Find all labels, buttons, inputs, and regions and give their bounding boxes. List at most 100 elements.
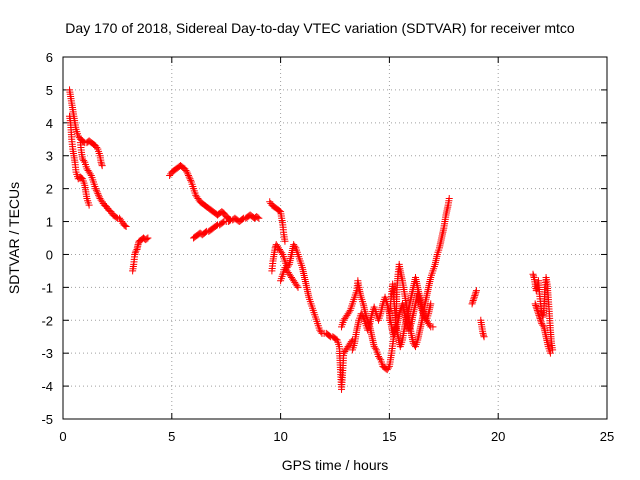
y-tick-label: 6 [46,50,53,65]
data-point [95,191,103,199]
data-point [533,305,541,313]
data-point [426,321,434,329]
data-point [143,235,151,243]
data-point [77,174,85,182]
data-point [472,287,480,295]
data-point [345,308,353,316]
data-point [92,185,100,193]
data-point [479,329,487,337]
y-tick-label: 2 [46,182,53,197]
data-point [536,313,544,321]
y-tick-label: -3 [41,346,53,361]
data-point [317,328,325,336]
data-point [332,335,340,343]
data-point [184,170,192,178]
series-mtco-a [66,86,106,170]
x-tick-label: 15 [382,429,396,444]
x-tick-label: 0 [59,429,66,444]
data-point [472,288,480,296]
series-mtco-p [531,300,554,357]
data-point [97,158,105,166]
data-point [291,242,299,250]
data-point [93,188,101,196]
y-tick-label: 1 [46,215,53,230]
data-point [187,176,195,184]
data-point [471,290,479,298]
data-point [122,222,130,230]
y-axis-label: SDTVAR / TECUs [6,182,22,294]
y-tick-labels: -5 -4 -3 -2 -1 0 1 2 3 4 5 6 [41,50,53,427]
x-axis-label: GPS time / hours [282,457,389,473]
data-point [532,301,540,309]
y-tick-label: 3 [46,149,53,164]
data-point [532,303,540,311]
x-tick-label: 5 [168,429,175,444]
series-mtco-b [66,112,93,209]
data-point [281,237,289,245]
data-point [94,190,102,198]
data-point [533,306,541,314]
data-point [470,293,478,301]
data-point [529,270,537,278]
data-point [534,310,542,318]
plot-frame [62,56,608,420]
data-points [66,86,557,393]
data-point [212,222,220,230]
series-mtco-h [268,241,356,393]
series-mtco-d [129,234,152,275]
y-tick-label: 0 [46,247,53,262]
data-point [530,272,538,280]
series-mtco-o [529,270,557,354]
data-point [480,333,488,341]
data-point [537,318,545,326]
data-point [445,195,453,203]
series-mtco-l [385,273,435,351]
y-tick-label: -5 [41,412,53,427]
data-point [185,173,193,181]
x-tick-label: 25 [600,429,614,444]
data-point [358,311,366,319]
data-point [468,300,476,308]
data-point [469,298,477,306]
data-point [186,175,194,183]
data-point [132,247,140,255]
data-point [535,311,543,319]
data-point [239,215,247,223]
y-tick-label: -1 [41,280,53,295]
grid-lines [63,57,607,419]
data-point [469,297,477,305]
data-point [534,308,542,316]
y-tick-label: 4 [46,116,53,131]
x-tick-label: 10 [273,429,287,444]
data-point [539,321,547,329]
data-point [131,250,139,258]
series-mtco-c [76,139,130,230]
data-point [429,323,437,331]
series-mtco-f [190,211,263,242]
data-point [184,171,192,179]
data-point [85,201,93,209]
x-tick-label: 20 [491,429,505,444]
data-point [92,186,100,194]
data-point [98,162,106,170]
data-point [278,249,286,257]
data-point [376,354,384,362]
data-point [546,349,554,357]
y-tick-label: -4 [41,379,53,394]
data-point [112,213,120,221]
data-point [471,292,479,300]
data-point [255,214,263,222]
data-point [347,338,355,346]
data-point [293,282,301,290]
series-mtco-i [277,264,302,291]
data-point [536,315,544,323]
data-point [384,364,392,372]
data-point [326,332,334,340]
data-point [98,160,106,168]
x-tick-labels: 0 5 10 15 20 25 [59,429,614,444]
data-point [144,234,152,242]
data-point [131,249,139,257]
data-point [134,241,142,249]
series-mtco-e [166,162,235,224]
